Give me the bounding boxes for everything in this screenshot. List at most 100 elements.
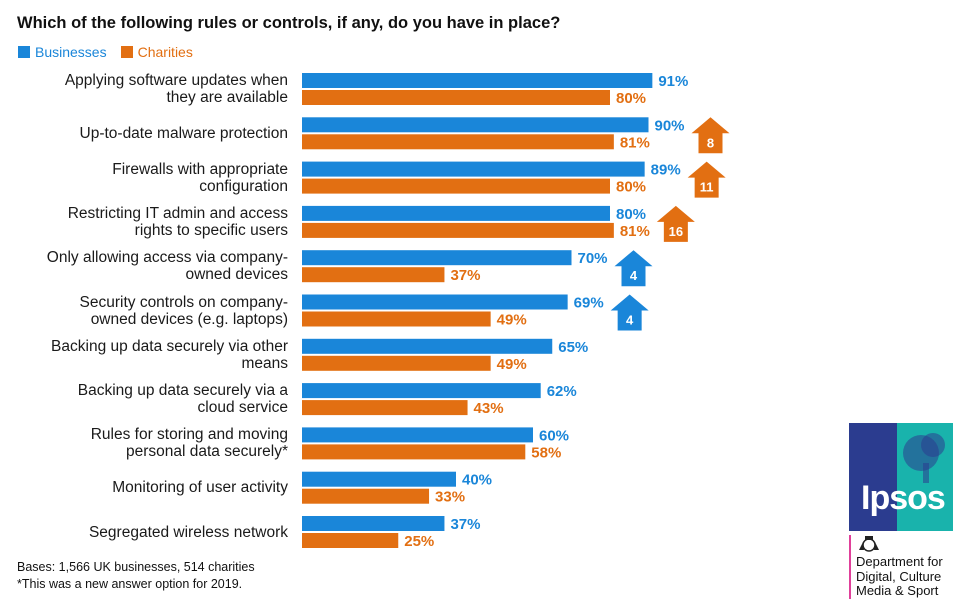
tree-icon [903,433,945,483]
category-label-line: cloud service [197,399,288,417]
arrow-up-icon [610,294,649,331]
category-label-line: owned devices (e.g. laptops) [90,310,288,328]
bar-charities-4 [302,267,445,283]
category-label-line: Backing up data securely via a [77,382,288,400]
category-label-line: Applying software updates when [64,72,288,89]
data-label-businesses-7: 62% [547,383,577,400]
change-arrow-1: 8 [691,117,730,154]
dept-divider [849,535,851,599]
legend-swatch-charities [120,46,133,58]
bar-charities-5 [302,311,491,327]
bar-businesses-4 [302,250,572,266]
legend-swatch-businesses [18,46,30,58]
bar-businesses-7 [302,383,541,399]
bar-businesses-2 [302,161,645,177]
ipsos-logo: Ipsos [849,423,953,531]
category-label: Only allowing access via company-owned d… [0,249,288,283]
category-label: Backing up data securely via a cloud serv… [0,382,288,416]
chart-title: Which of the following rules or controls… [17,14,561,32]
data-label-businesses-9: 40% [462,472,492,489]
category-label: Segregated wireless network [0,524,288,541]
data-label-charities-3: 81% [620,223,650,240]
category-label: Monitoring of user activity [0,479,288,496]
legend-label-charities: Charities [137,44,193,60]
change-arrow-3: 16 [656,205,695,242]
category-label-line: Up-to-date malware protection [79,124,289,142]
category-label-line: Only allowing access via company- [46,249,288,267]
data-label-businesses-6: 65% [558,339,588,356]
bar-businesses-6 [302,338,553,354]
department-name: Department for Digital, Culture Media & … [856,554,943,599]
department-line-2: Digital, Culture [856,568,942,584]
data-label-businesses-8: 60% [539,427,569,444]
change-arrow-4: 4 [614,250,653,287]
category-label: Security controls on company-owned devic… [0,294,288,328]
category-label: Backing up data securely via other means [0,338,288,372]
category-label-line: Backing up data securely via other [51,337,288,355]
legend-label-businesses: Businesses [35,44,107,60]
category-label-line: they are available [166,89,289,106]
category-label: Rules for storing and moving personal dat… [0,426,288,460]
bar-businesses-10 [302,516,445,531]
bar-charities-9 [302,488,430,504]
data-label-businesses-1: 90% [655,117,685,134]
footnote-bases: Bases: 1,566 UK businesses, 514 charitie… [17,560,255,574]
category-label-line: Rules for storing and moving [90,426,288,444]
bar-charities-10 [302,533,399,548]
category-label-line: personal data securely* [126,443,288,461]
royal-crest-icon [859,536,879,552]
change-value-4: 4 [630,268,638,283]
change-value-5: 4 [626,313,634,328]
data-label-businesses-4: 70% [578,250,608,267]
legend: Businesses Charities [18,44,193,60]
change-value-3: 16 [669,224,683,239]
footnote-new-option: *This was a new answer option for 2019. [17,577,243,591]
arrow-up-icon [614,250,653,287]
category-label: Up-to-date malware protection [0,124,289,142]
category-label-line: Security controls on company- [79,293,288,311]
bar-businesses-9 [302,471,456,487]
category-label-line: means [241,354,288,372]
data-label-charities-0: 80% [616,90,646,107]
category-label-line: Monitoring of user activity [112,479,288,497]
category-label: Restricting IT admin and access rights to… [0,205,288,239]
legend-item-charities: Charities [120,44,193,60]
category-label: Firewalls with appropriate configuration [0,161,288,195]
data-label-charities-1: 81% [620,134,650,151]
category-label-line: Segregated wireless network [88,523,288,541]
data-label-charities-2: 80% [616,179,646,196]
data-label-businesses-2: 89% [651,162,681,179]
data-label-charities-8: 58% [531,444,561,461]
data-label-businesses-5: 69% [574,295,604,312]
change-arrow-5: 4 [610,294,649,331]
bar-charities-3 [302,222,614,238]
bar-businesses-1 [302,117,649,133]
category-label-line: Firewalls with appropriate [112,160,288,178]
data-label-charities-7: 43% [474,400,504,417]
arrow-up-icon [656,205,695,242]
department-line-3: Media & Sport [856,583,939,598]
legend-item-businesses: Businesses [18,44,107,60]
change-arrow-2: 11 [687,161,726,198]
logo-text: Ipsos [861,479,946,517]
bar-charities-2 [302,178,610,194]
arrow-up-icon [691,117,730,154]
data-label-businesses-0: 91% [658,73,688,90]
change-value-2: 11 [700,180,714,195]
data-label-charities-10: 25% [404,533,434,550]
bar-charities-1 [302,134,614,150]
data-label-businesses-10: 37% [450,516,480,533]
bar-businesses-3 [302,205,610,221]
data-label-charities-5: 49% [497,312,527,329]
category-label: Applying software updates when they are a… [0,72,288,106]
bar-charities-0 [302,90,610,105]
bar-charities-6 [302,355,491,371]
data-label-charities-9: 33% [435,489,465,506]
data-label-charities-4: 37% [450,267,480,284]
bar-charities-8 [302,444,526,460]
arrow-up-icon [687,161,726,198]
bar-charities-7 [302,400,468,416]
bar-businesses-8 [302,427,533,443]
bar-businesses-5 [302,294,568,310]
